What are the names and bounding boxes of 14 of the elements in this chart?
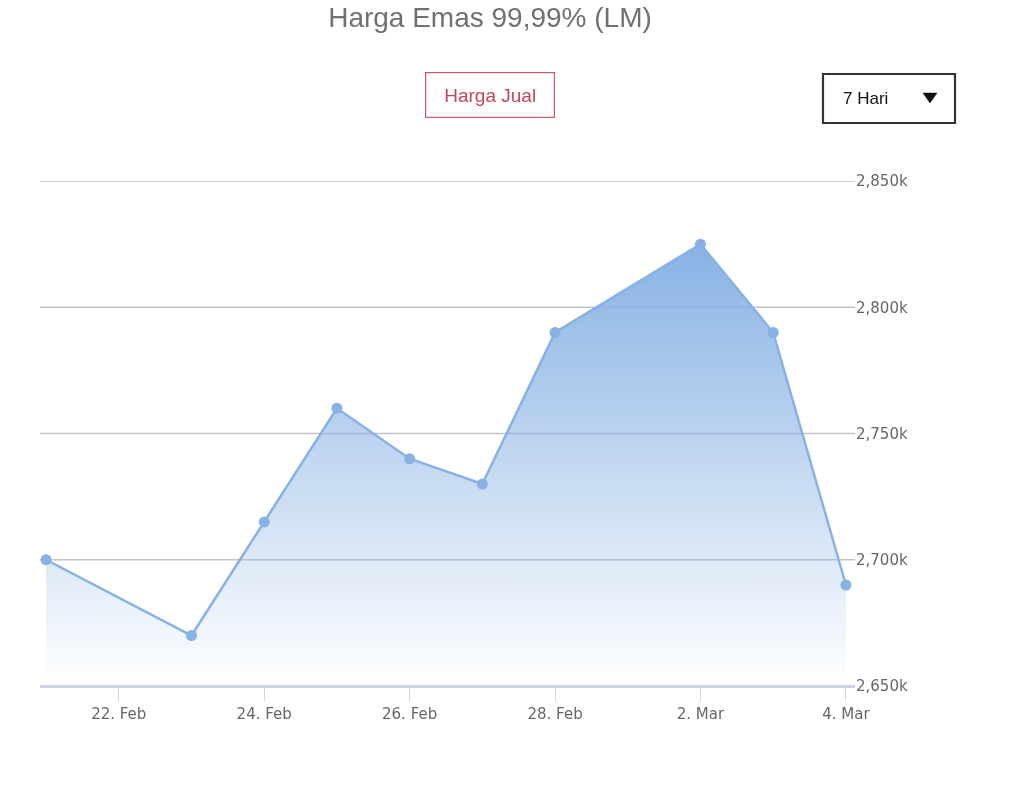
y-tick-label: 2,850k	[856, 172, 908, 191]
chart-title: Harga Emas 99,99% (LM)	[328, 1, 652, 33]
y-tick-label: 2,800k	[856, 298, 908, 317]
text: 7 Hari	[843, 89, 889, 108]
x-tick-label: 24. Feb	[236, 704, 292, 723]
y-tick-label: 2,700k	[856, 551, 908, 569]
y-tick-label: 2,650k	[856, 677, 908, 696]
y-tick-label: 2,750k	[856, 424, 908, 443]
text: Harga Jual	[444, 84, 537, 106]
x-tick-label: 4. Mar	[822, 704, 871, 723]
x-tick-label: 28. Feb	[527, 704, 583, 723]
x-tick-label: 2. Mar	[676, 704, 725, 723]
x-tick-label: 22. Feb	[91, 704, 147, 723]
x-tick-label: 26. Feb	[382, 704, 438, 723]
